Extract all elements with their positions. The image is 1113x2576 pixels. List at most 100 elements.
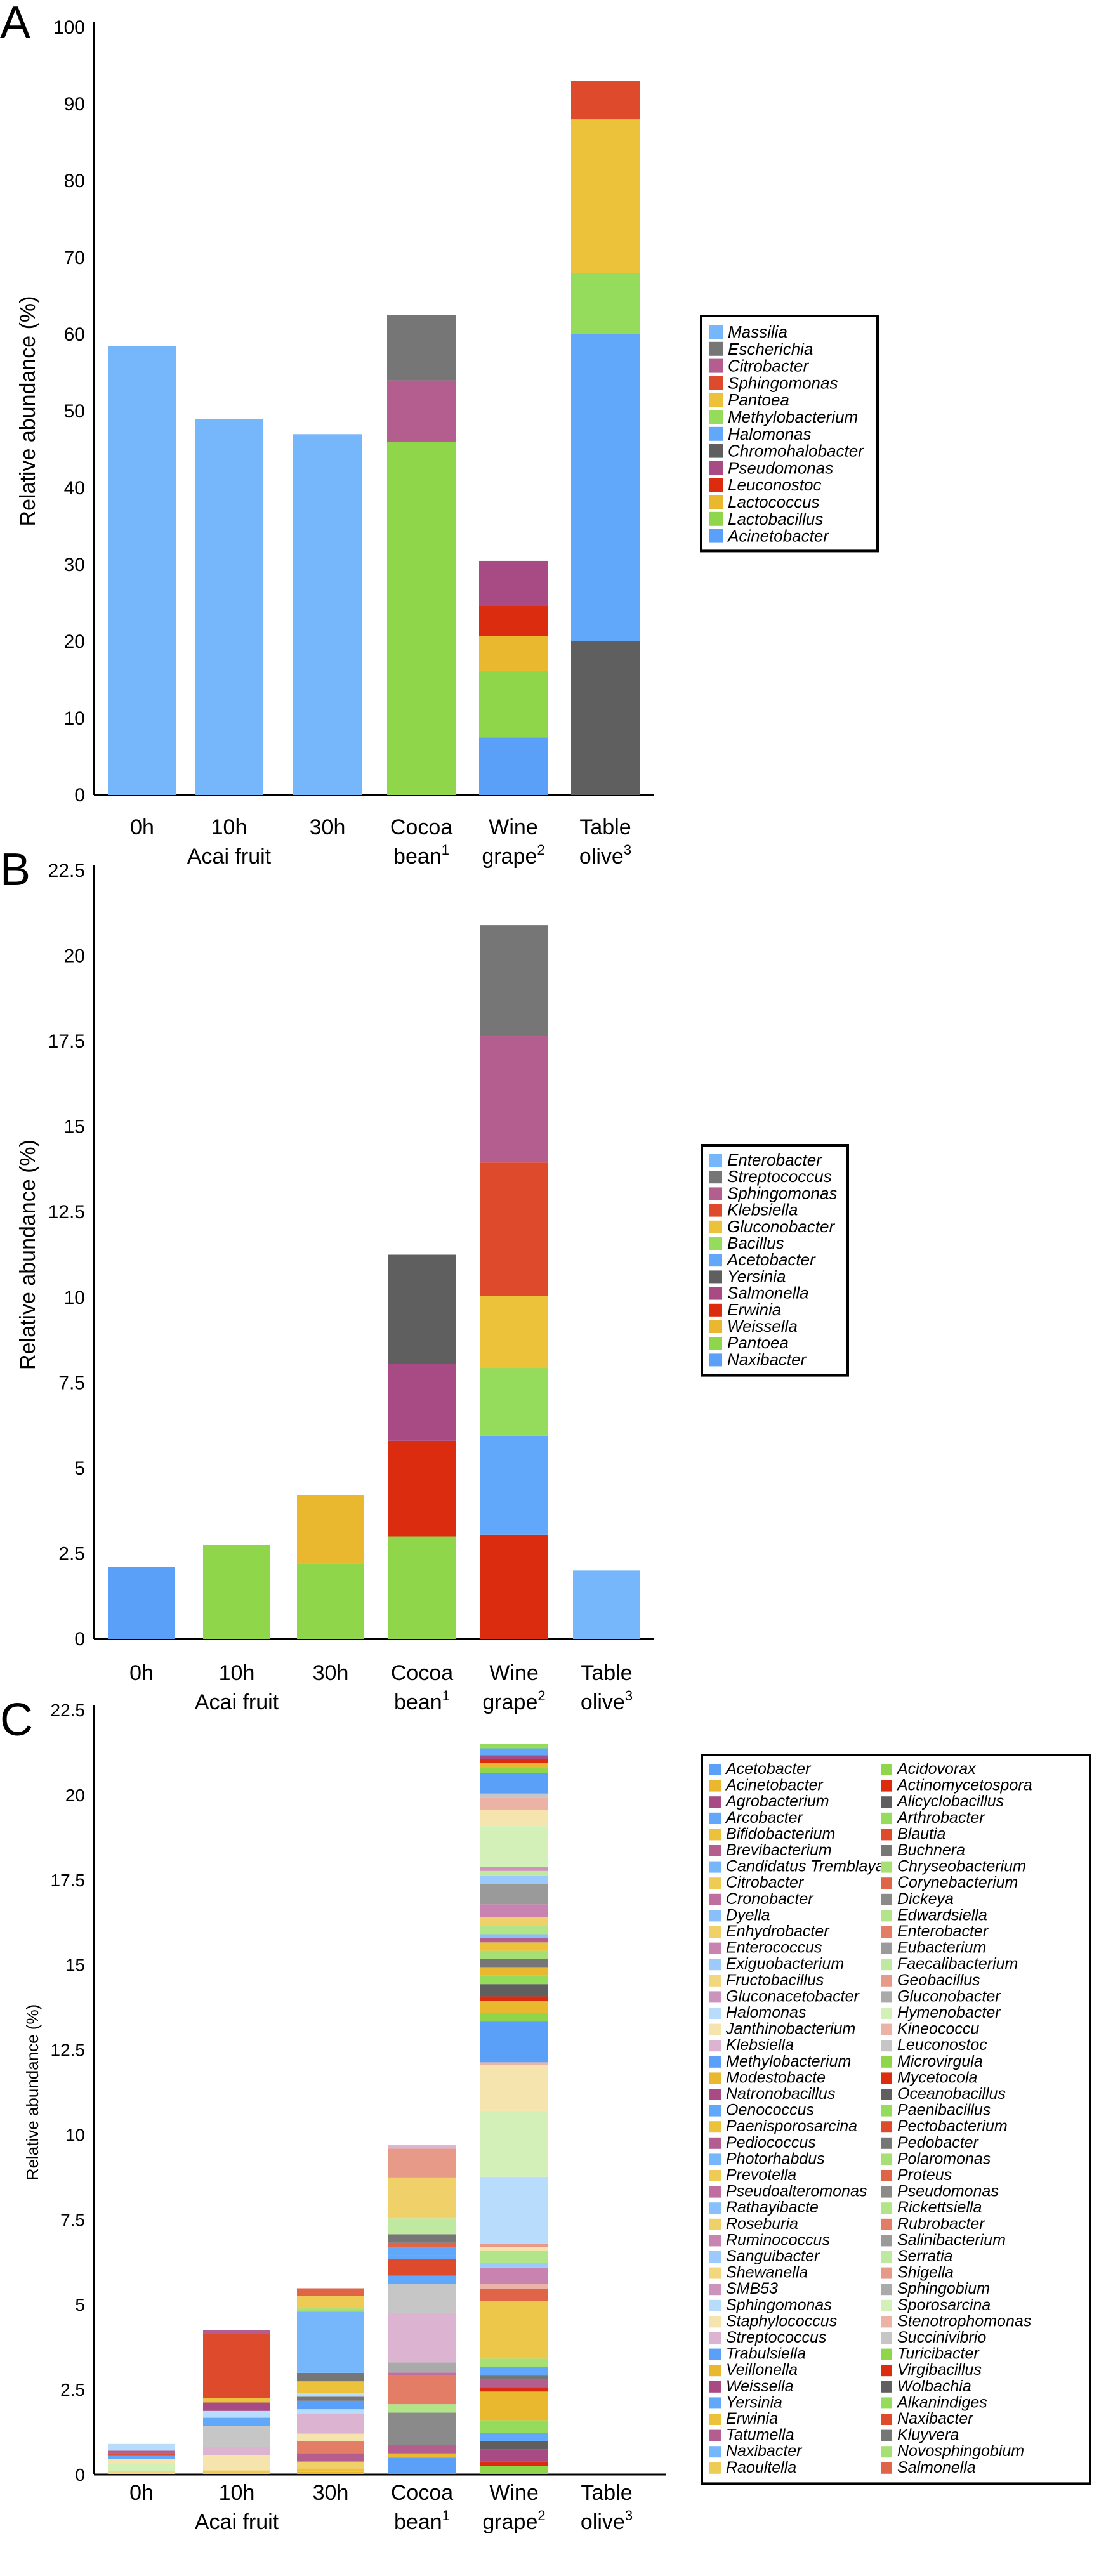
bar-segment-citrobacter [387,380,456,442]
legend-label: Sanguibacter [726,2247,820,2265]
bar-segment [203,2447,270,2455]
x-category-sublabel: bean1 [394,2507,450,2534]
legend-swatch [709,2381,721,2393]
legend-swatch [881,2316,892,2328]
bar-segment [480,1875,548,1884]
bar-segment [480,2284,548,2289]
y-tick-label: 10 [64,1287,85,1308]
legend-label: Mycetocola [897,2068,978,2086]
legend-swatch [881,2251,892,2263]
legend-swatch [709,1893,721,1905]
legend-label: Roseburia [726,2215,798,2233]
legend-label: Candidatus Tremblaya [726,1858,885,1876]
bar-segment [480,2247,548,2251]
bar-segment [480,1967,548,1976]
legend-swatch [709,1171,722,1184]
legend-label: Sphingomonas [727,1183,837,1202]
bar-segment [388,2453,456,2458]
bar-segment [388,2145,456,2149]
legend-swatch [881,2218,892,2230]
bar-segment-leuconostoc [479,605,548,636]
y-tick-label: 10 [65,2125,85,2145]
x-category-sublabel: olive3 [581,2507,633,2534]
bar-segment [480,1810,548,1827]
legend-swatch [709,1353,722,1367]
legend-label: Oceanobacillus [897,2085,1006,2103]
x-category-label: 0h [129,1661,154,1685]
legend-label: Raoultella [726,2459,796,2476]
legend-swatch [709,2299,721,2311]
legend-label: Leuconostoc [728,475,821,494]
legend-label: Sporosarcina [897,2296,991,2314]
bar-segment-pantoea [297,1563,364,1639]
bar-segment [480,2466,548,2474]
superscript: 2 [537,2507,545,2523]
bar-segment [480,1934,548,1938]
y-tick-label: 22.5 [48,860,85,881]
legend-swatch [881,1926,892,1938]
bar-segment [480,1917,548,1926]
bar-segment [480,2391,548,2421]
legend-swatch [709,2267,721,2279]
bar-segment [203,2455,270,2471]
legend-label: Alicyclobacillus [896,1792,1004,1810]
bar-segment [480,1826,548,1867]
y-tick-label: 30 [64,555,85,575]
y-tick-label: 100 [53,17,85,38]
legend-swatch [709,2446,721,2458]
bar-segment [480,1797,548,1810]
legend-label: Sphingomonas [726,2296,832,2314]
legend-label: Paenibacillus [897,2101,991,2119]
bar-segment [480,1996,548,2001]
legend-swatch [881,2089,892,2100]
panel-letter-b: B [0,844,30,895]
bar-segment [480,1759,548,1764]
legend-label: Streptococcus [726,2329,826,2346]
legend-swatch [709,1926,721,1938]
y-tick-label: 5 [74,1458,85,1479]
legend-swatch [881,2186,892,2198]
legend-swatch [709,2235,721,2247]
y-tick-label: 2.5 [60,2380,85,2400]
bar-segment [480,1959,548,1968]
bar-segment [203,2398,270,2403]
x-category-label: Cocoa [391,1661,453,1685]
legend-swatch [709,1910,721,1922]
y-axis-label: Relative abundance (%) [16,296,40,527]
legend-label: Agrobacterium [725,1792,829,1810]
bar-segment-enterobacter [573,1570,640,1639]
legend-swatch [709,1812,721,1824]
x-category-sublabel: Acai fruit [187,844,272,869]
legend-swatch [709,1220,722,1233]
legend-swatch [881,1910,892,1922]
legend-label: Gluconacetobacter [726,1987,860,2005]
legend-label: Sphingobium [897,2280,990,2297]
bar-segment [108,2443,175,2451]
legend-swatch [881,1861,892,1873]
legend-swatch [709,1796,721,1808]
bar-segment [480,2301,548,2359]
legend-swatch [881,2235,892,2247]
legend-label: Actinomycetospora [896,1777,1032,1794]
bar-segment [388,2247,456,2256]
superscript: 2 [537,1688,545,1704]
x-category-label: 10h [219,2481,255,2505]
bar-segment [480,2449,548,2462]
legend-label: Corynebacterium [897,1874,1018,1891]
legend-label: Erwinia [727,1300,781,1319]
legend-label: Acetobacter [726,1250,816,1269]
legend-swatch [709,2284,721,2296]
bar-segment [297,2409,364,2414]
legend-swatch [881,2429,892,2441]
legend-swatch [709,2153,721,2165]
legend-swatch [709,1204,722,1217]
bar-segment [480,1950,548,1959]
legend-swatch [709,478,723,492]
legend-label: Pantoea [728,390,789,409]
legend-swatch [881,1812,892,1824]
legend-label: Acinetobacter [725,1777,824,1794]
bar-segment [480,2367,548,2376]
legend-label: Salinibacterium [897,2231,1006,2249]
legend-swatch [881,2153,892,2165]
bar-segment [480,1768,548,1773]
